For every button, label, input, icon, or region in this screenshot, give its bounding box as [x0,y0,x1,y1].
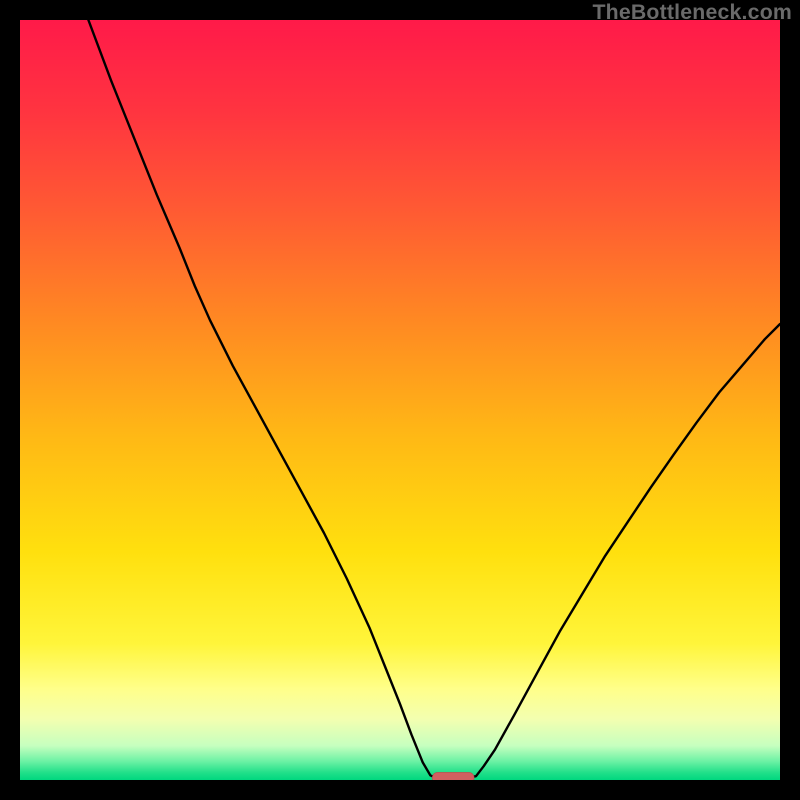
figure-frame: TheBottleneck.com [0,0,800,800]
bottleneck-plot [20,20,780,780]
plot-background [20,20,780,780]
optimal-pill [432,772,474,780]
